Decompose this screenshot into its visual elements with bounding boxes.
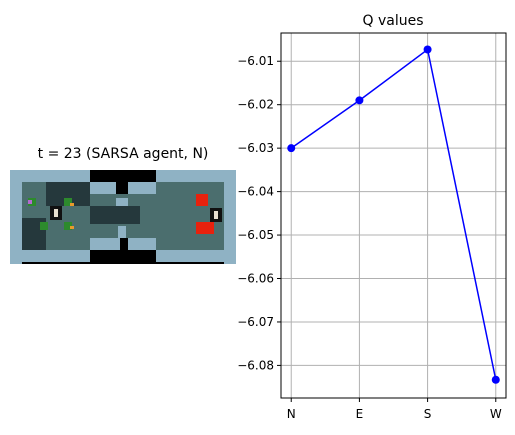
wall-top-right (156, 170, 236, 182)
item-purple (28, 200, 32, 204)
dark-floor-3 (90, 206, 140, 224)
data-point-N (287, 144, 296, 153)
game-title: t = 23 (SARSA agent, N) (37, 146, 209, 162)
inner-wall-top-a (90, 182, 116, 194)
series-polyline (290, 48, 497, 380)
data-point-E (355, 96, 364, 105)
wall-bottom-right (156, 250, 236, 262)
wall-left (10, 170, 22, 264)
inner-pillar (116, 198, 128, 208)
series-line (290, 48, 497, 380)
wall-bottom-left (10, 250, 90, 262)
lava-tile-1 (196, 194, 208, 206)
x-tick-label: E (356, 407, 364, 421)
item-green-3 (40, 222, 48, 230)
y-tick-label: −6.06 (237, 272, 274, 286)
y-tick-label: −6.03 (237, 141, 274, 155)
plot-frame (280, 32, 507, 399)
y-tick-label: −6.05 (237, 228, 274, 242)
data-point-W (491, 375, 500, 384)
y-tick-label: −6.07 (237, 315, 274, 329)
chart-title: Q values (362, 13, 423, 29)
inner-pillar-lower (118, 226, 126, 238)
lava-tile-2 (196, 222, 208, 234)
y-tick-label: −6.04 (237, 185, 274, 199)
inner-wall-bottom-b (128, 238, 156, 250)
data-point-S (423, 45, 432, 54)
item-orange-1 (70, 203, 74, 206)
inner-wall-top-b (128, 182, 156, 194)
x-tick-label: N (287, 407, 296, 421)
x-tick-label: W (490, 407, 502, 421)
agent-sprite-body (54, 209, 58, 217)
inner-wall-bottom-a (90, 238, 120, 250)
x-tick-label: S (424, 407, 432, 421)
y-tick-label: −6.08 (237, 358, 274, 372)
wall-top-left (10, 170, 90, 182)
item-orange-2 (70, 226, 74, 229)
y-axis-ticks: −6.01 −6.02 −6.03 −6.04 −6.05 −6.06 −6.07 −6.08 (237, 54, 281, 372)
game-frame (10, 170, 236, 264)
series-points (287, 45, 500, 384)
lava-tile-3 (208, 222, 214, 234)
grid (281, 33, 506, 398)
wall-right (224, 170, 236, 264)
item-green-2 (64, 198, 72, 206)
y-tick-label: −6.02 (237, 98, 274, 112)
item-green-4 (64, 222, 72, 230)
y-tick-label: −6.01 (237, 54, 274, 68)
goal-sprite-body (214, 211, 218, 219)
